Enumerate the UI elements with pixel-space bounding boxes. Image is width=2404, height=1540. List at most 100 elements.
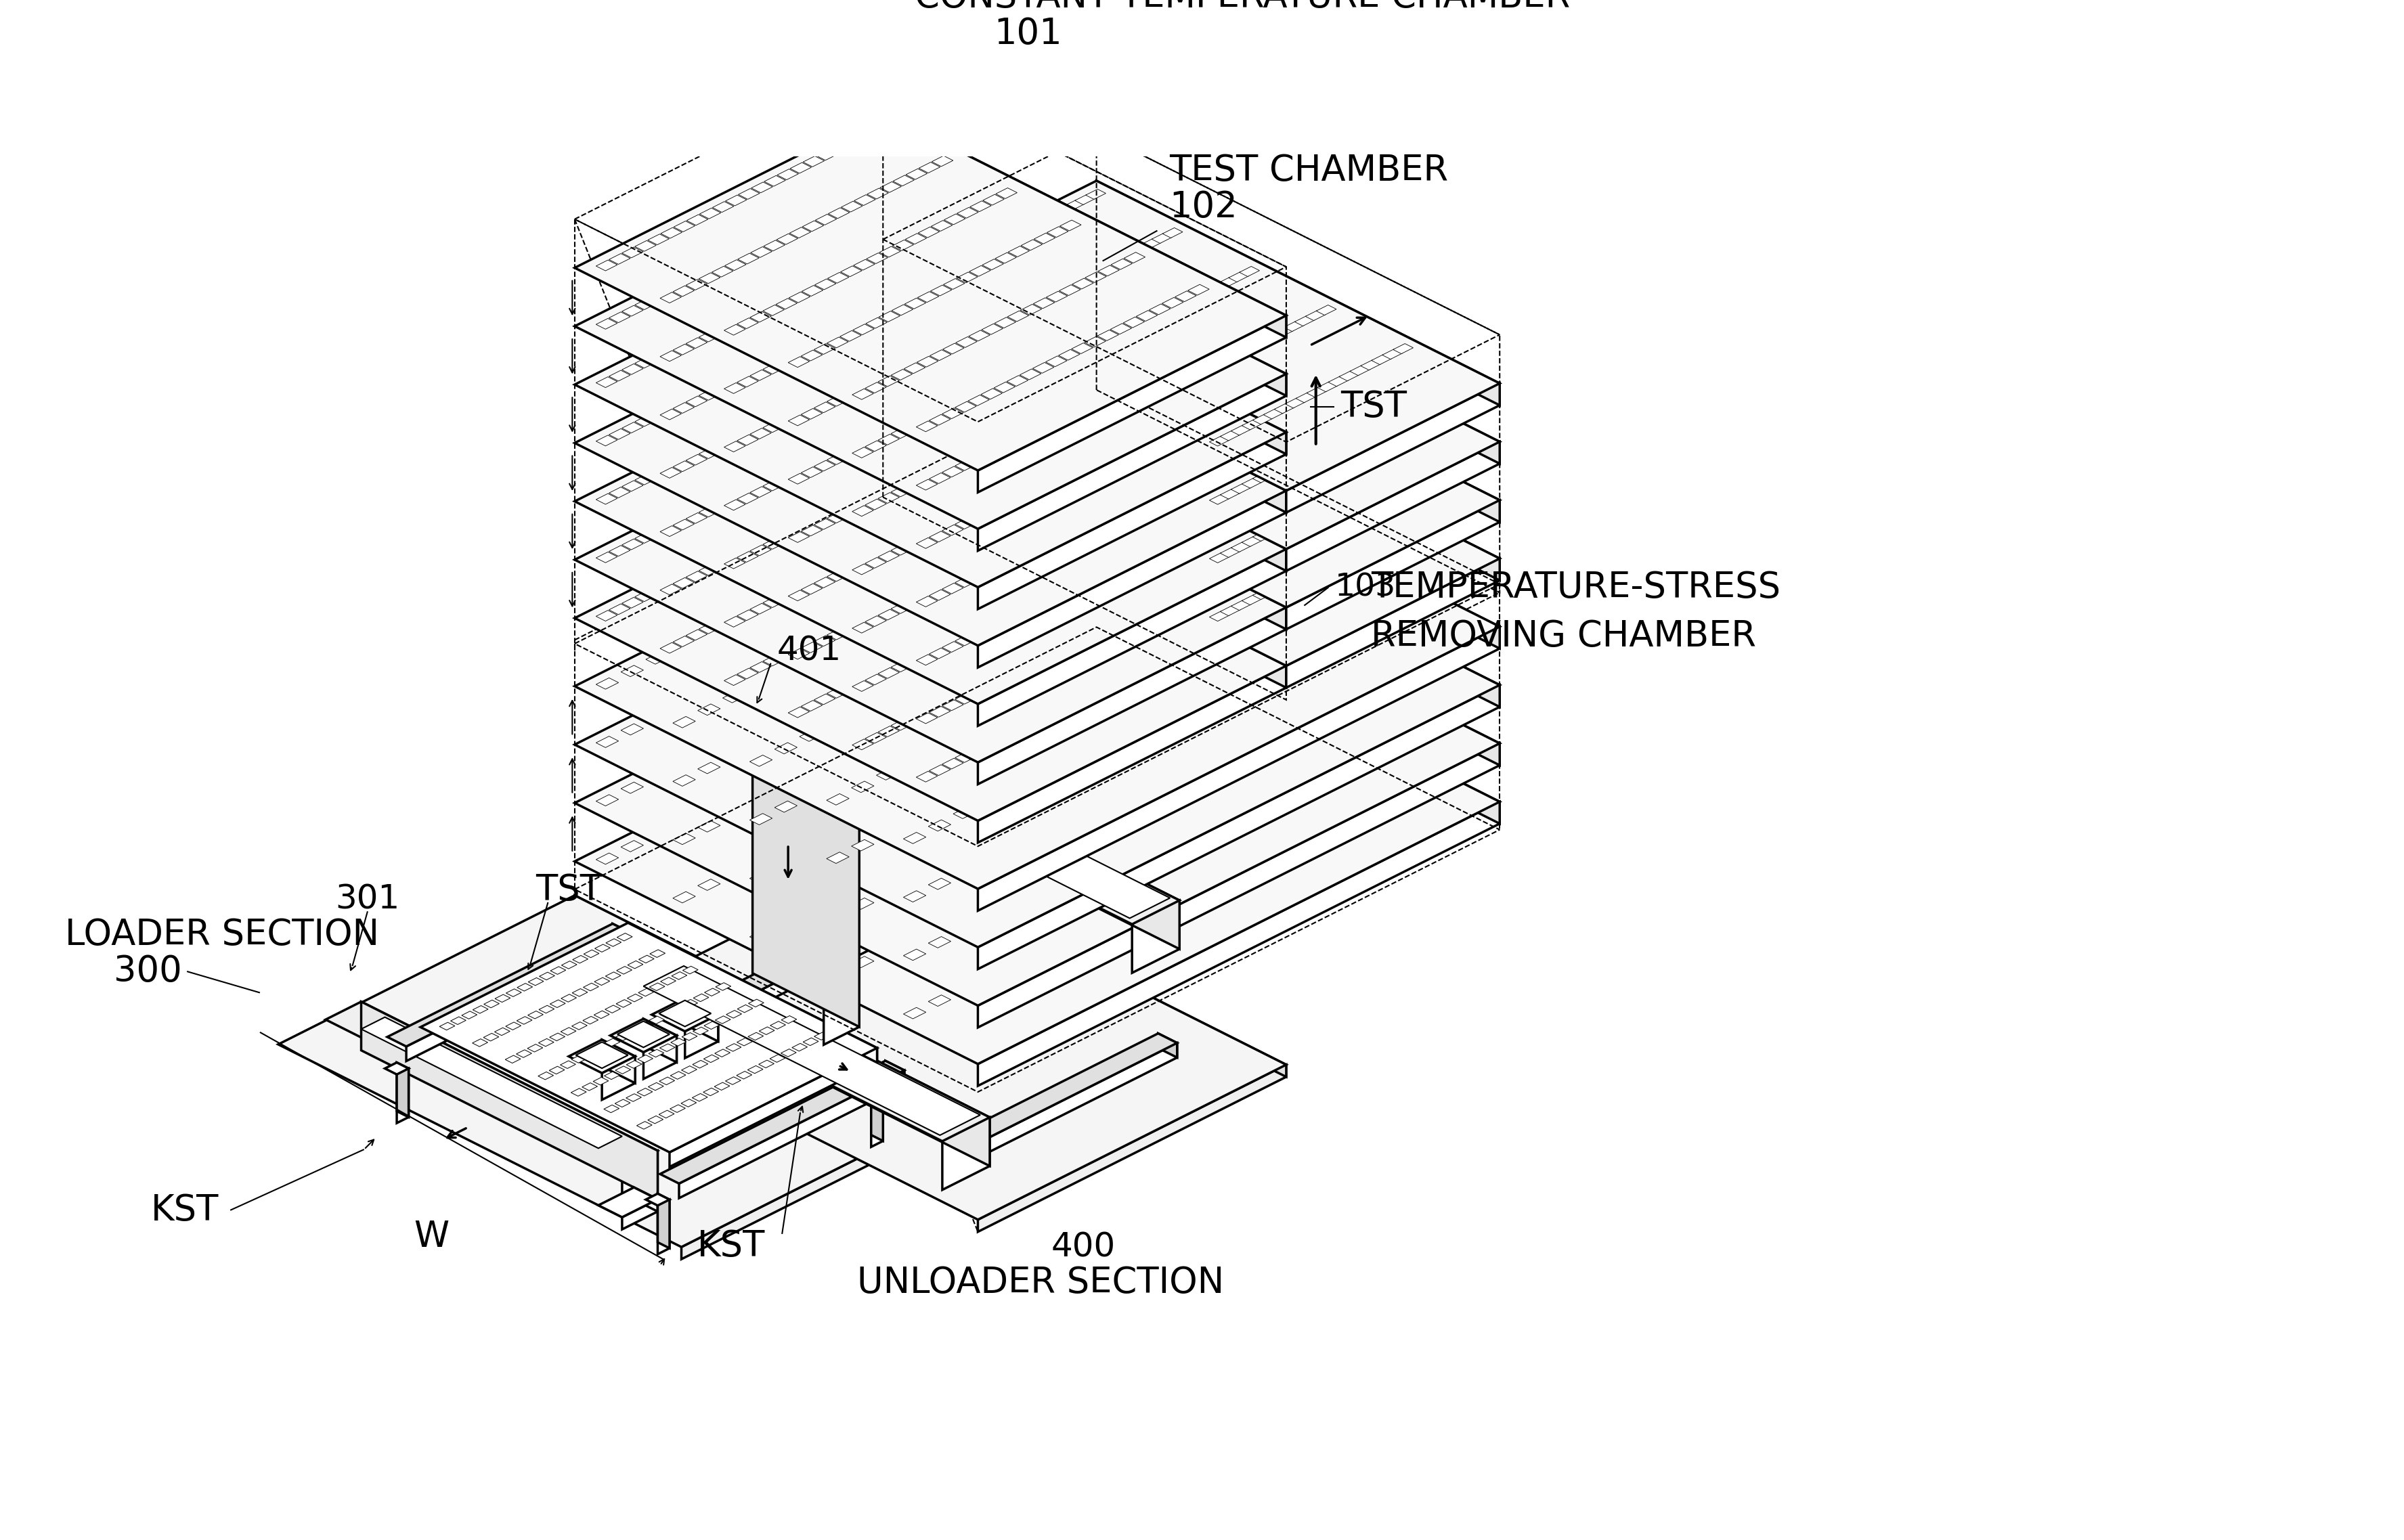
Polygon shape — [608, 254, 630, 265]
Polygon shape — [841, 493, 863, 504]
Polygon shape — [801, 636, 822, 647]
Polygon shape — [880, 416, 902, 427]
Polygon shape — [1019, 596, 1041, 607]
Polygon shape — [1176, 434, 1195, 444]
Polygon shape — [772, 725, 796, 736]
Polygon shape — [748, 796, 769, 807]
Polygon shape — [974, 701, 995, 711]
Polygon shape — [1002, 782, 1027, 793]
Polygon shape — [1392, 460, 1414, 471]
Polygon shape — [736, 1072, 752, 1080]
Polygon shape — [724, 376, 745, 387]
Polygon shape — [981, 388, 1002, 399]
Polygon shape — [1019, 420, 1041, 431]
Polygon shape — [978, 379, 1000, 388]
Polygon shape — [1209, 494, 1228, 505]
Polygon shape — [483, 1033, 500, 1041]
Polygon shape — [603, 1072, 620, 1080]
Polygon shape — [1053, 205, 1075, 216]
Polygon shape — [1046, 587, 1070, 599]
Polygon shape — [1027, 869, 1048, 879]
Polygon shape — [1228, 388, 1248, 399]
Polygon shape — [738, 317, 757, 328]
Polygon shape — [865, 382, 887, 393]
Text: CONSTANT TEMPERATURE CHAMBER: CONSTANT TEMPERATURE CHAMBER — [916, 0, 1570, 15]
Polygon shape — [1274, 326, 1293, 337]
Polygon shape — [969, 200, 990, 211]
Polygon shape — [1274, 568, 1298, 579]
Polygon shape — [1000, 233, 1019, 243]
Polygon shape — [1046, 528, 1070, 541]
Polygon shape — [1099, 265, 1120, 276]
Polygon shape — [575, 112, 1286, 470]
Polygon shape — [825, 718, 846, 728]
Polygon shape — [865, 733, 887, 744]
Polygon shape — [726, 1076, 740, 1084]
Polygon shape — [969, 499, 990, 510]
Polygon shape — [880, 545, 899, 556]
Polygon shape — [978, 360, 998, 370]
Polygon shape — [1055, 476, 1077, 485]
Polygon shape — [894, 644, 918, 656]
Polygon shape — [880, 246, 902, 257]
Polygon shape — [892, 305, 914, 316]
Polygon shape — [954, 807, 976, 819]
Polygon shape — [688, 507, 707, 517]
Polygon shape — [714, 1016, 731, 1024]
Polygon shape — [1144, 450, 1164, 460]
Polygon shape — [776, 590, 798, 601]
Polygon shape — [764, 590, 784, 601]
Polygon shape — [789, 531, 810, 542]
Polygon shape — [1084, 453, 1106, 464]
Polygon shape — [801, 847, 822, 858]
Polygon shape — [1072, 279, 1094, 290]
Polygon shape — [1120, 444, 1139, 453]
Polygon shape — [1022, 240, 1043, 251]
Polygon shape — [945, 1033, 1178, 1150]
Polygon shape — [981, 616, 1002, 627]
Polygon shape — [692, 1061, 707, 1069]
Polygon shape — [829, 493, 851, 504]
Polygon shape — [1178, 753, 1200, 764]
Polygon shape — [983, 376, 1002, 387]
Polygon shape — [978, 665, 1286, 842]
Polygon shape — [868, 416, 889, 427]
Polygon shape — [1149, 671, 1171, 682]
Polygon shape — [1055, 340, 1075, 351]
Polygon shape — [1185, 468, 1204, 479]
Polygon shape — [952, 732, 974, 742]
Polygon shape — [954, 576, 976, 587]
Polygon shape — [762, 654, 784, 665]
Polygon shape — [995, 246, 1017, 257]
Polygon shape — [644, 1035, 676, 1080]
Polygon shape — [774, 859, 798, 870]
Polygon shape — [865, 487, 887, 497]
Polygon shape — [841, 266, 863, 277]
Polygon shape — [1228, 271, 1248, 282]
Polygon shape — [1046, 519, 1067, 530]
Polygon shape — [935, 440, 954, 450]
Polygon shape — [1096, 180, 1500, 405]
Polygon shape — [1099, 260, 1118, 271]
Polygon shape — [776, 460, 798, 471]
Polygon shape — [661, 519, 683, 530]
Polygon shape — [801, 467, 822, 477]
Polygon shape — [825, 835, 846, 845]
Polygon shape — [1007, 493, 1029, 504]
Polygon shape — [1120, 425, 1139, 434]
Polygon shape — [738, 305, 760, 316]
Polygon shape — [957, 440, 978, 451]
Polygon shape — [1120, 500, 1139, 511]
Polygon shape — [649, 950, 666, 958]
Polygon shape — [1087, 365, 1106, 374]
Polygon shape — [1096, 621, 1118, 631]
Polygon shape — [1382, 524, 1402, 534]
Polygon shape — [673, 396, 695, 407]
Polygon shape — [1034, 468, 1053, 479]
Polygon shape — [700, 624, 721, 634]
Polygon shape — [935, 265, 954, 276]
Polygon shape — [623, 598, 644, 608]
Polygon shape — [1339, 430, 1358, 439]
Polygon shape — [1265, 525, 1284, 536]
Polygon shape — [1077, 745, 1101, 756]
